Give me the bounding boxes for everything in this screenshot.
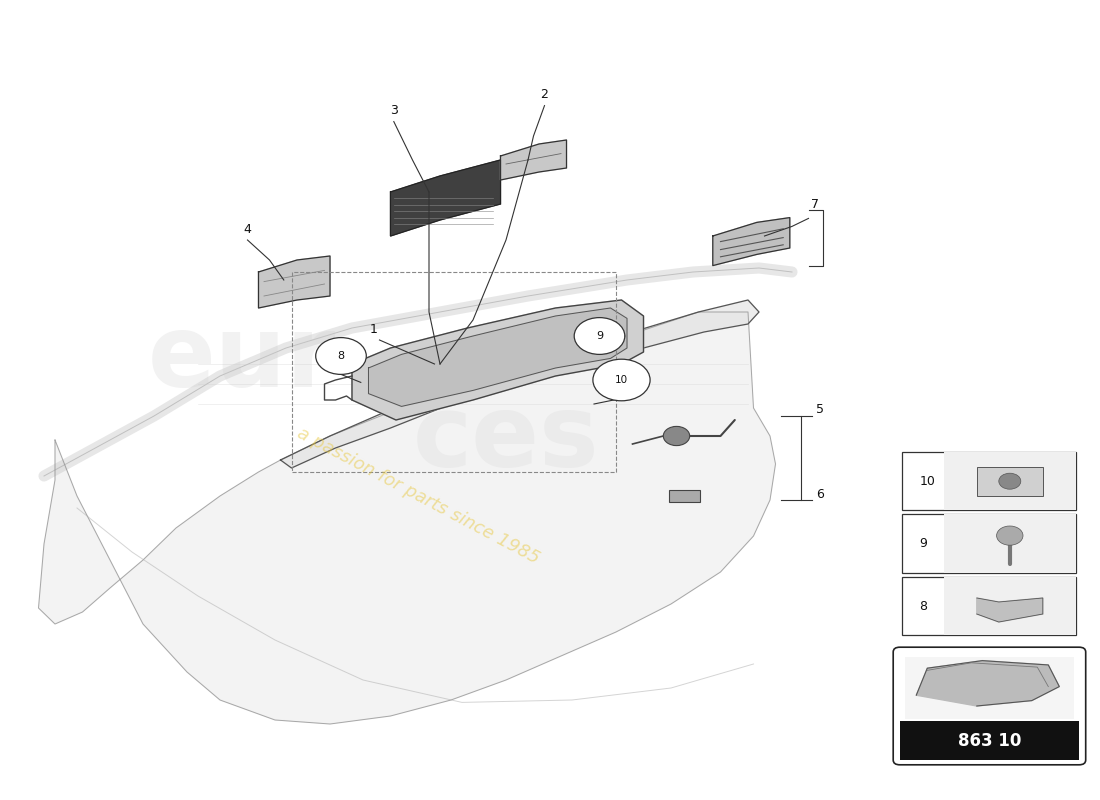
Bar bbox=[977, 467, 1043, 495]
Polygon shape bbox=[390, 160, 501, 236]
FancyBboxPatch shape bbox=[893, 647, 1086, 765]
Circle shape bbox=[574, 318, 625, 354]
Polygon shape bbox=[280, 300, 759, 468]
Polygon shape bbox=[352, 300, 644, 420]
Circle shape bbox=[593, 359, 650, 401]
Bar bbox=[900, 721, 1079, 760]
Bar bbox=[902, 577, 1076, 635]
Bar bbox=[292, 272, 616, 472]
Polygon shape bbox=[916, 661, 1059, 706]
Circle shape bbox=[316, 338, 366, 374]
Polygon shape bbox=[39, 312, 775, 724]
Bar bbox=[944, 452, 1076, 510]
Text: 6: 6 bbox=[816, 488, 824, 501]
Text: 4: 4 bbox=[243, 223, 252, 236]
Text: 5: 5 bbox=[816, 403, 824, 416]
Bar bbox=[669, 490, 700, 502]
Circle shape bbox=[997, 526, 1023, 546]
Text: 9: 9 bbox=[920, 537, 927, 550]
Bar bbox=[902, 514, 1076, 573]
Text: 8: 8 bbox=[920, 599, 927, 613]
Text: 10: 10 bbox=[920, 474, 935, 488]
Text: 1: 1 bbox=[370, 323, 378, 336]
Polygon shape bbox=[258, 256, 330, 308]
Text: eur: eur bbox=[147, 311, 337, 409]
Polygon shape bbox=[368, 308, 627, 406]
Circle shape bbox=[999, 473, 1021, 489]
Bar bbox=[944, 577, 1076, 635]
Bar bbox=[902, 452, 1076, 510]
Text: 8: 8 bbox=[338, 351, 344, 361]
Text: ces: ces bbox=[412, 391, 600, 489]
Circle shape bbox=[663, 426, 690, 446]
Text: 863 10: 863 10 bbox=[958, 731, 1021, 750]
Text: 3: 3 bbox=[389, 104, 398, 117]
Polygon shape bbox=[977, 598, 1043, 622]
Text: 9: 9 bbox=[596, 331, 603, 341]
Text: 10: 10 bbox=[615, 375, 628, 385]
Bar bbox=[905, 658, 1074, 719]
Polygon shape bbox=[713, 218, 790, 266]
Polygon shape bbox=[500, 140, 566, 180]
Text: 2: 2 bbox=[540, 88, 549, 101]
Text: 7: 7 bbox=[811, 198, 818, 211]
Bar bbox=[944, 514, 1076, 573]
Text: a passion for parts since 1985: a passion for parts since 1985 bbox=[294, 424, 542, 568]
